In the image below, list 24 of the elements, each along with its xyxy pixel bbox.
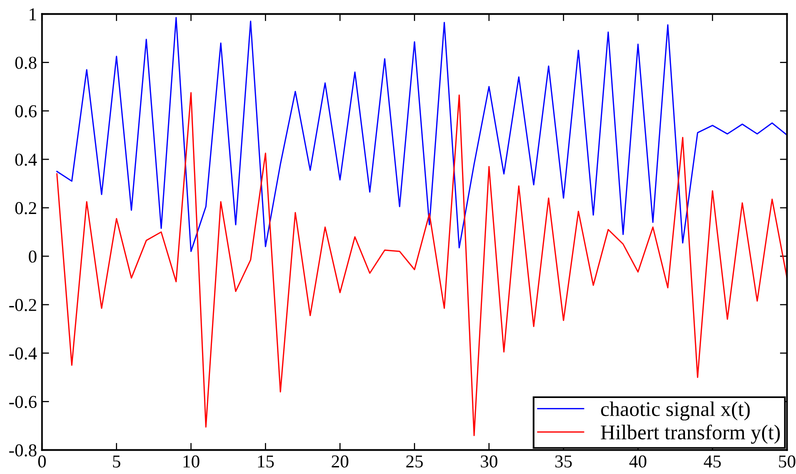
- line-series: [56, 17, 787, 252]
- x-tick-label: 45: [704, 456, 721, 468]
- x-tick-label: 15: [258, 455, 274, 468]
- x-tick-label: 25: [406, 455, 423, 468]
- x-tick-label: 40: [629, 455, 646, 468]
- y-tick-label: -0.6: [9, 396, 37, 408]
- y-tick-label: 0.4: [15, 154, 37, 166]
- x-tick-label: 5: [113, 456, 120, 468]
- y-tick-label: 0.2: [15, 202, 36, 214]
- y-tick-label: 1: [30, 8, 36, 20]
- legend-label: Hilbert transform y(t): [600, 424, 780, 444]
- x-tick-label: 0: [38, 455, 46, 468]
- x-tick-label: 30: [480, 455, 498, 468]
- legend-label: chaotic signal x(t): [601, 401, 750, 420]
- y-tick-label: 0.8: [15, 56, 36, 69]
- y-tick-label: -0.2: [9, 298, 36, 312]
- y-tick-label: -0.8: [9, 444, 36, 457]
- y-tick-label: 0: [28, 250, 36, 263]
- x-tick-label: 50: [779, 455, 796, 468]
- x-tick-label: 10: [184, 455, 200, 468]
- x-tick-label: 20: [332, 455, 348, 468]
- y-tick-label: -0.4: [9, 347, 37, 360]
- y-tick-label: 0.6: [15, 105, 37, 118]
- x-tick-label: 35: [555, 455, 572, 468]
